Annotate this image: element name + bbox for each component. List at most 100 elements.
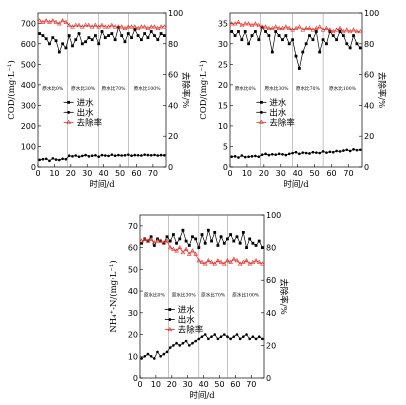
chart-panel-2: 原水比0% 原水比30% 原水比70% 原水比100%0 10 20 30 40 50 60 700… [198, 9, 387, 190]
data-point [81, 154, 84, 158]
data-point [235, 333, 239, 336]
legend-marker [66, 119, 71, 124]
data-point [257, 38, 261, 42]
data-point [233, 34, 237, 37]
data-point [64, 46, 68, 50]
x-tick-label: 70 [148, 169, 158, 178]
data-point [237, 261, 243, 266]
data-point [133, 28, 137, 31]
data-point [260, 153, 264, 156]
data-point [219, 235, 223, 239]
data-point [165, 350, 169, 354]
data-point [61, 157, 64, 161]
data-point [149, 153, 153, 157]
data-point [139, 238, 144, 243]
data-point [103, 36, 107, 40]
x-tick-label: 20 [259, 169, 269, 178]
data-point [254, 244, 258, 247]
data-point [237, 156, 240, 159]
data-point [229, 21, 234, 26]
data-point [321, 150, 325, 153]
data-point [347, 28, 353, 34]
data-point [162, 241, 166, 245]
legend-label: 进水 [77, 97, 95, 108]
data-point [139, 24, 144, 29]
data-point [209, 259, 214, 264]
data-point [133, 153, 137, 157]
data-point [73, 22, 79, 27]
data-point [311, 38, 315, 42]
data-point [191, 341, 194, 345]
legend-label: 去除率 [77, 117, 103, 128]
data-point [158, 24, 164, 29]
data-point [320, 27, 326, 32]
x-tick-label: 30 [82, 169, 92, 178]
data-point [194, 339, 197, 343]
data-point [38, 32, 42, 35]
y2-tick-label: 20 [168, 132, 178, 141]
data-point [181, 228, 185, 232]
data-point [155, 238, 160, 243]
data-point [156, 350, 159, 354]
data-point [222, 333, 226, 336]
series-3 [37, 18, 167, 30]
y-tick-label: 0 [31, 163, 36, 172]
data-point [248, 237, 252, 241]
data-point [145, 25, 151, 30]
data-point [135, 25, 141, 30]
data-point [93, 22, 98, 27]
data-point [273, 24, 278, 29]
data-point [212, 261, 218, 266]
data-point [354, 28, 360, 34]
data-point [239, 22, 245, 27]
y-tick-label: 70 [128, 222, 138, 231]
y2-tick-label: 80 [364, 40, 374, 49]
x-tick-label: 10 [49, 169, 59, 178]
x-tick-label: 10 [242, 169, 252, 178]
stage-label: 原水比100% [329, 85, 357, 92]
data-point [261, 337, 264, 341]
data-point [67, 154, 71, 158]
data-point [229, 233, 233, 236]
data-point [48, 42, 51, 46]
data-point [241, 230, 245, 234]
y-tick-label: 60 [128, 244, 138, 253]
data-point [335, 149, 338, 153]
data-point [130, 36, 133, 40]
legend-marker [67, 100, 70, 104]
x-axis-label: 时间/d [189, 390, 215, 401]
series-2 [38, 153, 166, 163]
data-point [66, 22, 72, 27]
data-point [140, 154, 143, 157]
data-point [260, 261, 265, 266]
data-point [58, 158, 61, 162]
data-point [331, 150, 335, 154]
data-point [146, 36, 150, 40]
data-point [96, 24, 102, 29]
data-point [341, 28, 346, 34]
data-point [270, 25, 275, 30]
legend-label: 进水 [178, 305, 196, 316]
x-tick-label: 0 [137, 380, 142, 389]
y-tick-label: 35 [218, 19, 228, 28]
data-point [263, 24, 268, 29]
data-point [63, 19, 69, 24]
data-point [100, 153, 104, 157]
data-point [180, 249, 186, 255]
data-point [245, 246, 248, 249]
y2-tick-label: 40 [168, 101, 178, 110]
data-point [90, 154, 94, 158]
legend-marker [259, 119, 264, 124]
data-point [338, 30, 342, 33]
data-point [344, 27, 350, 32]
data-point [342, 149, 345, 152]
data-point [77, 32, 81, 35]
data-point [175, 241, 178, 245]
data-point [297, 24, 302, 29]
data-point [61, 42, 65, 46]
data-point [171, 233, 175, 236]
data-point [281, 152, 284, 156]
data-point [44, 37, 48, 41]
data-point [256, 259, 262, 264]
series-2 [230, 148, 362, 159]
